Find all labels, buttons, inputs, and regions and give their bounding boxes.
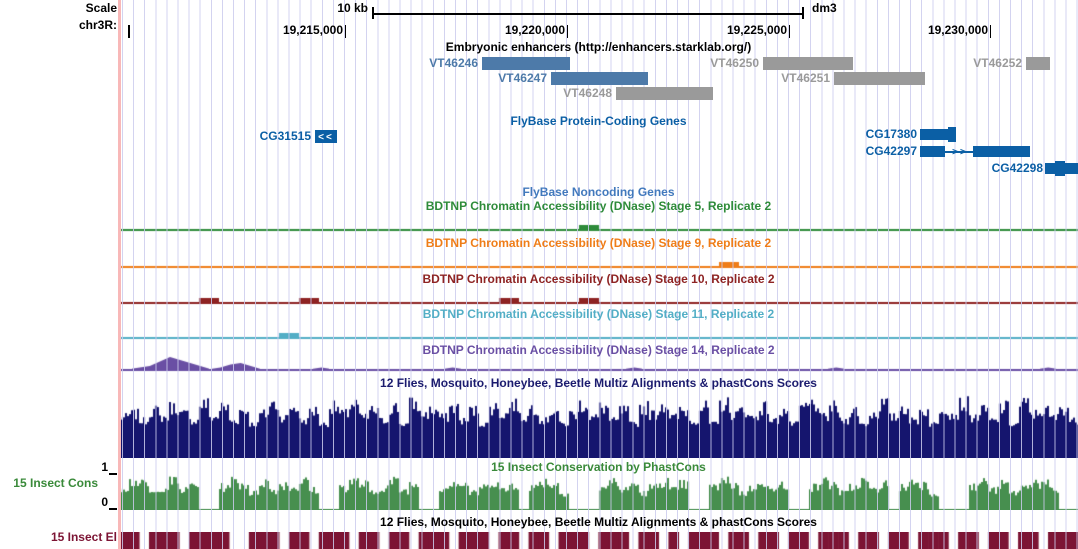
scale-row-label: Scale: [85, 1, 117, 15]
scale-bar-right-tick: [802, 7, 804, 19]
conservation-track-title[interactable]: 15 Insect Conservation by PhastCons: [491, 460, 706, 474]
enhancer-box-VT46250[interactable]: [763, 57, 853, 70]
enhancer-box-VT46248[interactable]: [616, 87, 713, 100]
scale-bar-left-tick: [372, 7, 374, 19]
gene-label-CG42297[interactable]: CG42297: [865, 144, 917, 158]
enhancer-box-VT46246[interactable]: [482, 57, 570, 70]
gene-exon[interactable]: [920, 129, 948, 140]
cons-axis-max: 1: [101, 460, 108, 474]
cons-axis-max-tick: [109, 473, 117, 475]
gene-strand-arrows: >>: [952, 146, 968, 158]
accessibility-wiggle-2[interactable]: [119, 258, 1078, 270]
enhancer-label-VT46246[interactable]: VT46246: [429, 56, 478, 70]
highlight-line: [118, 0, 121, 549]
ruler-tick: [789, 25, 790, 38]
elements-blocks[interactable]: [119, 532, 1078, 549]
multiz-track-title[interactable]: 12 Flies, Mosquito, Honeybee, Beetle Mul…: [380, 376, 817, 390]
ruler-tick: [990, 25, 991, 38]
ruler-tick-label: 19,215,000: [282, 23, 343, 37]
ruler-tick: [345, 25, 346, 38]
ruler-tick-label: 19,220,000: [504, 23, 565, 37]
gene-label-CG42298[interactable]: CG42298: [991, 161, 1043, 175]
ruler-tick-label: 19,230,000: [927, 23, 988, 37]
elements-left-label: 15 Insect El: [50, 530, 117, 544]
enhancer-box-VT46252[interactable]: [1026, 57, 1050, 70]
multiz-histogram[interactable]: [119, 394, 1078, 458]
gene-exon[interactable]: [948, 127, 956, 142]
accessibility-track-title-3[interactable]: BDTNP Chromatin Accessibility (DNase) St…: [422, 272, 775, 286]
scale-bar: [372, 13, 804, 15]
multiz-elements-track-title[interactable]: 12 Flies, Mosquito, Honeybee, Beetle Mul…: [380, 515, 817, 529]
scale-value: 10 kb: [337, 1, 368, 15]
accessibility-track-title-5[interactable]: BDTNP Chromatin Accessibility (DNase) St…: [422, 343, 775, 357]
conservation-left-label: 15 Insect Cons: [13, 476, 98, 490]
enhancer-label-VT46247[interactable]: VT46247: [498, 71, 547, 85]
enhancers-track-title[interactable]: Embryonic enhancers (http://enhancers.st…: [445, 40, 752, 54]
assembly-label: dm3: [812, 1, 837, 15]
noncoding-genes-track-title[interactable]: FlyBase Noncoding Genes: [522, 185, 675, 199]
gene-strand-arrows: <<: [318, 131, 334, 143]
chromosome-label: chr3R:: [78, 18, 117, 32]
accessibility-wiggle-5[interactable]: [119, 356, 1078, 373]
accessibility-wiggle-1[interactable]: [119, 221, 1078, 233]
enhancer-label-VT46250[interactable]: VT46250: [710, 56, 759, 70]
ruler-tick-label: 19,225,000: [726, 23, 787, 37]
cons-axis-min-tick: [109, 508, 117, 510]
accessibility-track-title-1[interactable]: BDTNP Chromatin Accessibility (DNase) St…: [425, 199, 772, 213]
enhancer-box-VT46251[interactable]: [834, 72, 925, 85]
ruler-tick: [567, 25, 568, 38]
enhancer-label-VT46252[interactable]: VT46252: [973, 56, 1022, 70]
ruler-start-tick: [128, 25, 130, 38]
conservation-histogram[interactable]: [119, 474, 1078, 510]
gene-exon[interactable]: [920, 146, 945, 157]
enhancer-box-VT46247[interactable]: [551, 72, 648, 85]
gene-label-CG31515[interactable]: CG31515: [259, 129, 311, 143]
coding-genes-track-title[interactable]: FlyBase Protein-Coding Genes: [510, 114, 687, 128]
accessibility-wiggle-4[interactable]: [119, 329, 1078, 341]
enhancer-label-VT46251[interactable]: VT46251: [781, 71, 830, 85]
accessibility-track-title-2[interactable]: BDTNP Chromatin Accessibility (DNase) St…: [425, 236, 772, 250]
gene-label-CG17380[interactable]: CG17380: [865, 127, 917, 141]
accessibility-track-title-4[interactable]: BDTNP Chromatin Accessibility (DNase) St…: [422, 307, 775, 321]
gene-exon[interactable]: [1055, 161, 1065, 176]
gene-exon[interactable]: [973, 146, 1030, 157]
cons-axis-min: 0: [101, 495, 108, 509]
enhancer-label-VT46248[interactable]: VT46248: [563, 86, 612, 100]
accessibility-wiggle-3[interactable]: [119, 294, 1078, 306]
